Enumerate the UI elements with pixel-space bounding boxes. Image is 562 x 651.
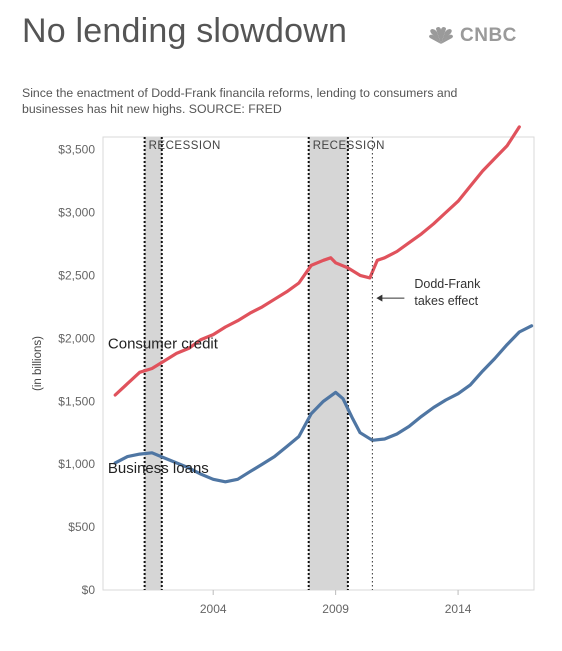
x-tick-label: 2004 [200, 602, 227, 616]
recession-band [308, 137, 348, 590]
recession-label: RECESSION [313, 140, 385, 152]
consumer-line [113, 125, 521, 397]
series-label: Consumer credit [108, 335, 219, 352]
dodd-frank-annotation: Dodd-Frank [414, 277, 481, 291]
dodd-frank-annotation: takes effect [414, 294, 478, 308]
y-tick-label: $1,000 [58, 457, 95, 471]
brand-name: CNBC [460, 25, 517, 46]
page-title: No lending slowdown [22, 12, 348, 50]
y-axis-title: (in billions) [32, 336, 44, 391]
chart-subtitle: Since the enactment of Dodd-Frank financ… [22, 86, 458, 116]
x-tick-label: 2014 [445, 602, 472, 616]
series-label: Business loans [108, 460, 209, 477]
y-tick-label: $3,000 [58, 206, 95, 220]
y-tick-label: $1,500 [58, 394, 95, 408]
peacock-icon [429, 27, 453, 44]
y-tick-label: $2,500 [58, 268, 95, 282]
y-tick-label: $3,500 [58, 143, 95, 157]
y-tick-label: $2,000 [58, 331, 95, 345]
brand-logo: CNBC [428, 25, 517, 47]
x-tick-label: 2009 [322, 602, 349, 616]
y-tick-label: $500 [68, 520, 95, 534]
business-line [113, 324, 534, 484]
recession-label: RECESSION [149, 140, 221, 152]
recession-band [144, 137, 162, 590]
annotation-arrowhead [376, 294, 383, 302]
y-tick-label: $0 [82, 583, 96, 597]
